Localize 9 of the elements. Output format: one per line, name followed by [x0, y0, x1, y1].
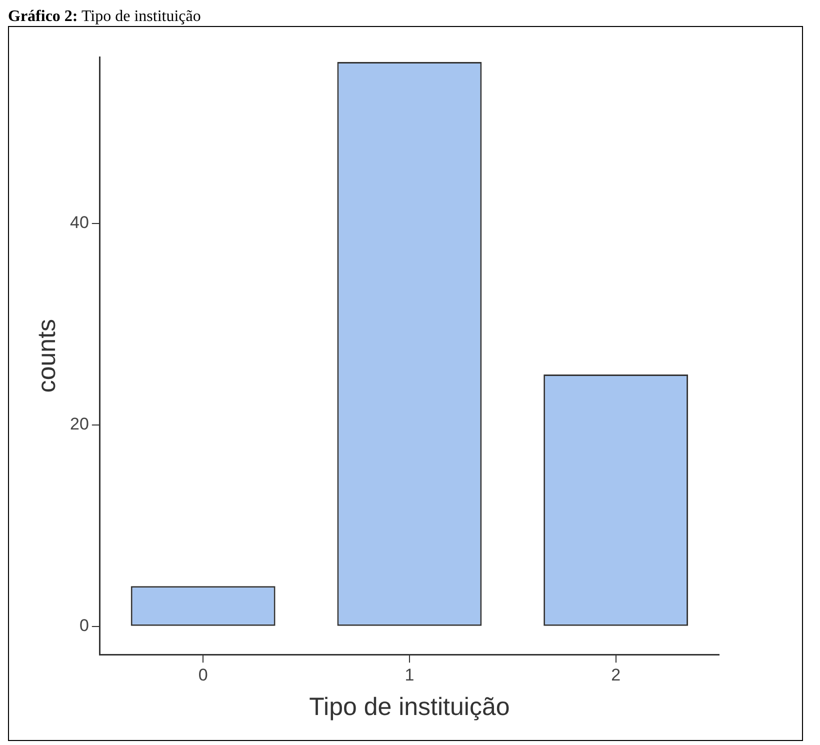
x-tick-label: 2 [611, 665, 621, 684]
x-tick-label: 1 [404, 665, 414, 684]
chart-title: Gráfico 2: Tipo de instituição [8, 8, 202, 26]
y-tick-label: 40 [70, 212, 89, 232]
y-axis-title: counts [32, 318, 61, 393]
x-tick-label: 0 [198, 665, 208, 684]
y-tick-label: 20 [70, 414, 89, 434]
x-axis-title: Tipo de instituição [309, 692, 510, 721]
y-tick-label: 0 [79, 616, 89, 636]
